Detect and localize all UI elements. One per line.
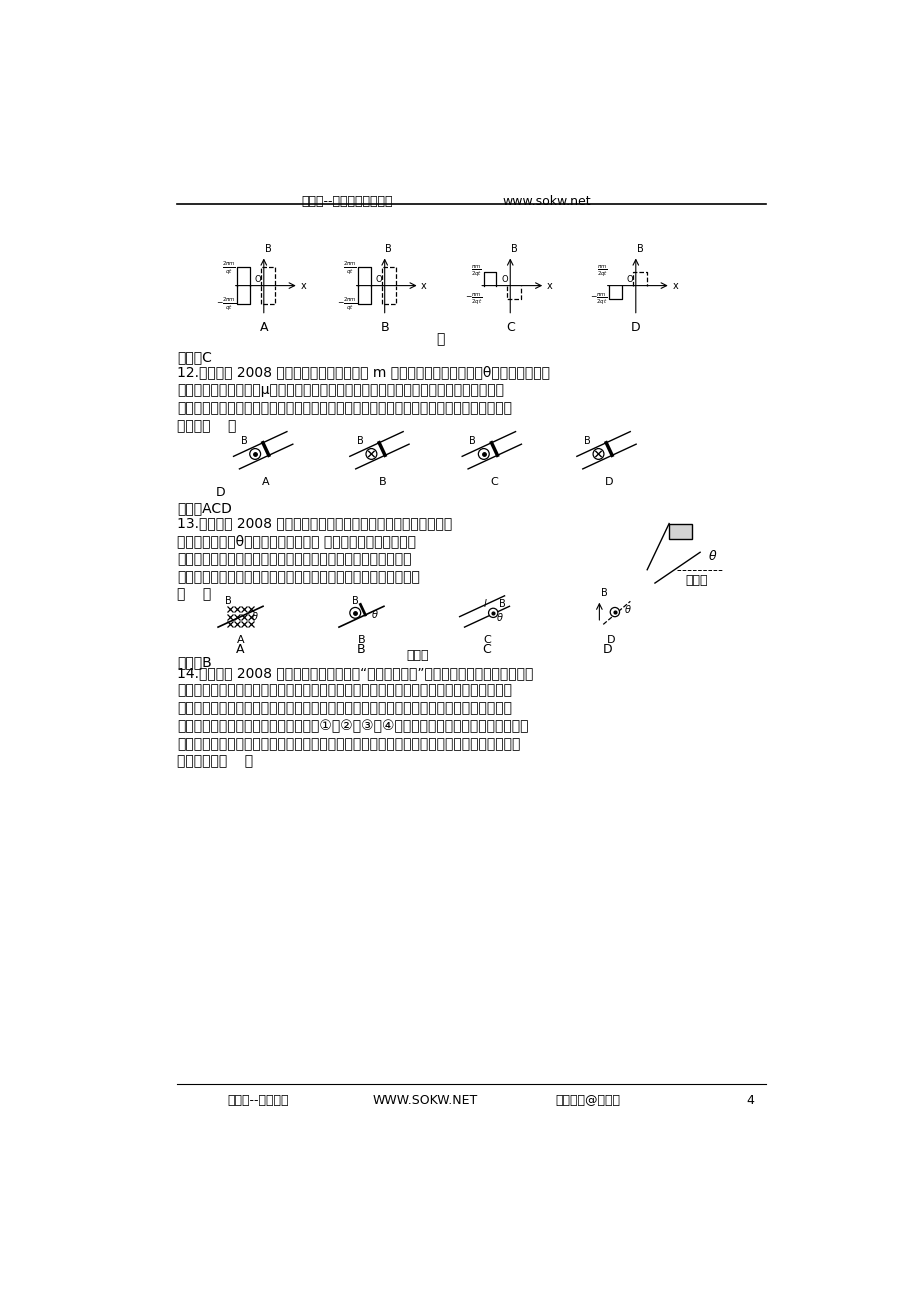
Text: O: O [626,275,633,284]
Text: $-\frac{2\pi m}{qt}$: $-\frac{2\pi m}{qt}$ [215,296,235,312]
Text: $\theta$: $\theta$ [370,608,378,620]
Text: x: x [546,281,551,290]
Text: 答案：B: 答案：B [176,655,211,669]
Text: B: B [499,599,505,609]
Text: 答案：ACD: 答案：ACD [176,501,232,516]
Text: D: D [605,477,613,487]
Text: B: B [378,477,386,487]
Text: 零的是（    ）: 零的是（ ） [176,419,236,432]
Text: x: x [421,281,426,290]
Text: 答案：C: 答案：C [176,350,211,365]
Text: B: B [357,436,363,447]
Text: 搜课网--系列资料: 搜课网--系列资料 [227,1094,289,1107]
Text: O: O [501,275,507,284]
Text: 列正确的是（    ）: 列正确的是（ ） [176,755,253,768]
Text: $l$: $l$ [482,598,487,609]
Text: 月球进行了近距离勘探，在月球重力分布、磁场分布及元素测定方面取得了新的成果。月球: 月球进行了近距离勘探，在月球重力分布、磁场分布及元素测定方面取得了新的成果。月球 [176,684,512,698]
Text: D: D [607,635,615,644]
Circle shape [609,608,618,617]
Text: $\theta$: $\theta$ [707,549,717,564]
Text: WWW.SOKW.NET: WWW.SOKW.NET [372,1094,477,1107]
Text: C: C [505,322,514,335]
Text: 导轨与水平面成θ觑倾斜放置，电源、 电阻、金属细杆及导轨组: 导轨与水平面成θ觑倾斜放置，电源、 电阻、金属细杆及导轨组 [176,534,415,548]
Text: 图所示的四个图中，标出了四种可能的匀强磁场方向，其中导体棒与导轨间的摩擦力可能为: 图所示的四个图中，标出了四种可能的匀强磁场方向，其中导体棒与导轨间的摩擦力可能为 [176,401,512,415]
Text: $-\frac{2\pi m}{qt}$: $-\frac{2\pi m}{qt}$ [336,296,357,312]
Text: 分布情况。如图是探测器通过月球表面①、②、③、④四个位置时，拍摄到的电子运动轨迹: 分布情况。如图是探测器通过月球表面①、②、③、④四个位置时，拍摄到的电子运动轨迹 [176,719,528,733]
Text: 14.（泰州市 2008 届第二学期期初联考）“月球勘探者号”空间探测器运用高科技手段对: 14.（泰州市 2008 届第二学期期初联考）“月球勘探者号”空间探测器运用高科… [176,667,533,680]
Text: （    ）: （ ） [176,587,211,602]
Text: 导轨间的动摩擦因数为μ，当导体棒通以垂直纸面向里的电流时，恰能在导轨上静止。如: 导轨间的动摩擦因数为μ，当导体棒通以垂直纸面向里的电流时，恰能在导轨上静止。如 [176,383,504,397]
Text: B: B [584,436,590,447]
Text: O: O [255,275,261,284]
Text: www.sokw.net: www.sokw.net [502,195,591,208]
Circle shape [366,449,377,460]
Text: C: C [482,643,491,656]
Text: x: x [300,281,306,290]
Text: O: O [375,275,382,284]
Text: $\frac{\pi m}{2qt}$: $\frac{\pi m}{2qt}$ [596,264,607,280]
Circle shape [488,608,497,617]
Text: B: B [357,643,366,656]
Text: 12.（茹宛市 2008 届高三期末考试）质量为 m 的金属导体棒置于倾觑为θ的导轨上，棒与: 12.（茹宛市 2008 届高三期末考试）质量为 m 的金属导体棒置于倾觑为θ的… [176,366,550,380]
Text: A: A [259,322,267,335]
Text: $\theta$: $\theta$ [251,609,259,622]
Text: 上的磁场极其微弱，通过探测器拍摄电子在月球磁场中的运动轨迹，可分析月球磁场的强弱: 上的磁场极其微弱，通过探测器拍摄电子在月球磁场中的运动轨迹，可分析月球磁场的强弱 [176,702,512,715]
Circle shape [478,449,489,460]
Text: （甲）: （甲） [685,574,707,587]
Text: $\frac{\pi m}{2qt}$: $\frac{\pi m}{2qt}$ [471,264,482,280]
Text: 13.（泰州市 2008 届第二学期期初联考）如图（甲）所示，两平行: 13.（泰州市 2008 届第二学期期初联考）如图（甲）所示，两平行 [176,517,452,531]
Text: 照片（尺寸比例相同），设电子速率相同，且与磁场方向垂直，则可知磁场从强到弱的位置排: 照片（尺寸比例相同），设电子速率相同，且与磁场方向垂直，则可知磁场从强到弱的位置… [176,737,520,751]
Text: D: D [630,322,640,335]
Text: D: D [216,486,225,499]
Text: $\theta$: $\theta$ [495,612,504,624]
Text: 搜课网--中小学教育资源网: 搜课网--中小学教育资源网 [301,195,392,208]
Text: $\frac{2\pi m}{qt}$: $\frac{2\pi m}{qt}$ [343,259,357,276]
Text: B: B [385,243,391,254]
Text: $\theta$: $\theta$ [623,603,631,615]
Text: 版权所有@搜课网: 版权所有@搜课网 [555,1094,619,1107]
Text: D: D [602,643,611,656]
Text: B: B [351,596,358,605]
Text: $-\frac{\pi m}{2qt}$: $-\frac{\pi m}{2qt}$ [464,292,482,307]
Text: 成闭合回路，细杆与导轨间的摩擦不计。整个装置分别处在如图: 成闭合回路，细杆与导轨间的摩擦不计。整个装置分别处在如图 [176,552,411,566]
Text: B: B [241,436,247,447]
Text: 4: 4 [745,1094,754,1107]
Text: （乙）: （乙） [405,648,428,661]
Bar [668,523,692,539]
Text: A: A [262,477,269,487]
Text: x: x [672,281,677,290]
Text: B: B [510,243,517,254]
Text: $-\frac{\pi m}{2qt}$: $-\frac{\pi m}{2qt}$ [590,292,607,307]
Text: B: B [357,635,365,644]
Text: $\frac{2\pi m}{qt}$: $\frac{2\pi m}{qt}$ [221,259,235,276]
Circle shape [249,449,260,460]
Text: A: A [236,635,244,644]
Text: C: C [491,477,498,487]
Text: B: B [469,436,475,447]
Text: 乙: 乙 [436,332,444,346]
Text: A: A [236,643,244,656]
Text: B: B [636,243,642,254]
Text: B: B [600,589,607,598]
Text: B: B [265,243,271,254]
Text: （乙）所示的匀强磁场中，其中可能使金属细杆处于静止状态的是: （乙）所示的匀强磁场中，其中可能使金属细杆处于静止状态的是 [176,570,419,583]
Text: B: B [380,322,389,335]
Circle shape [593,449,603,460]
Text: B: B [225,596,232,607]
Circle shape [349,608,360,618]
Text: C: C [482,635,491,644]
